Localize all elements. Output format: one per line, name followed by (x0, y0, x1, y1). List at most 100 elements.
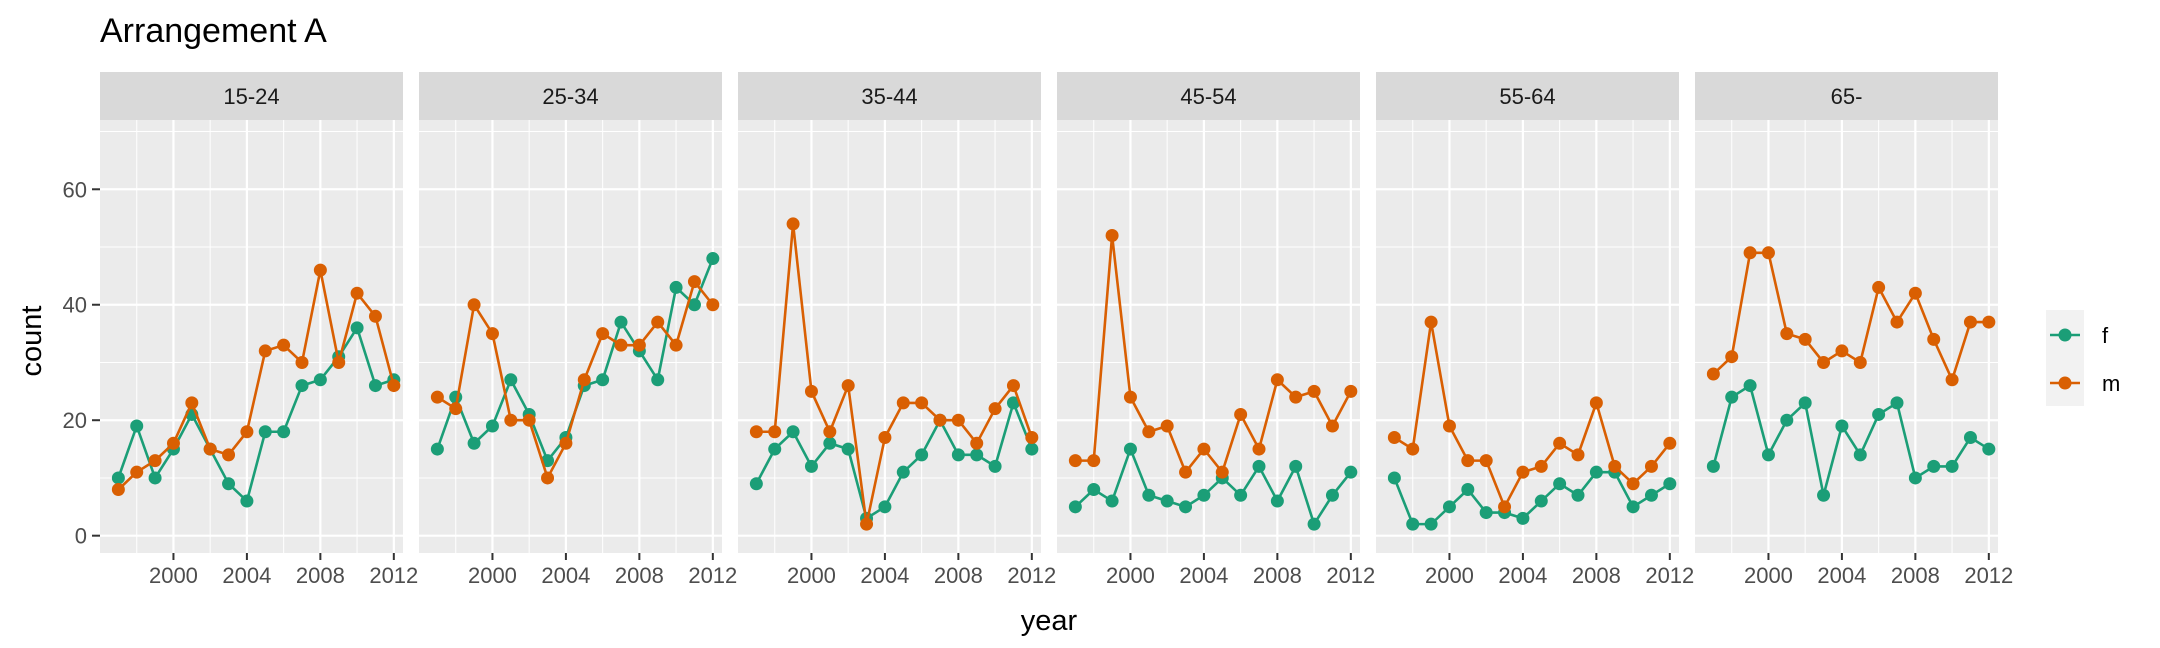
data-point-m (878, 431, 892, 445)
facet-strip-label: 55-64 (1499, 84, 1555, 109)
series-line-m (117, 269, 396, 491)
data-point-m (706, 298, 720, 312)
data-point-m (1743, 246, 1757, 260)
series-line-f (1074, 445, 1352, 528)
data-point-f (467, 436, 481, 450)
facet-panel-25-34: 25-34 2000 2004 2008 2012 (419, 72, 737, 588)
data-point-f (1982, 442, 1996, 456)
data-point-m (988, 402, 1002, 416)
data-point-f (1534, 494, 1548, 508)
data-point-m (804, 384, 818, 398)
facet-strip-label: 15-24 (223, 84, 279, 109)
facet-panel-55-64: 55-64 2000 2004 2008 2012 (1376, 72, 1694, 588)
data-point-f (1289, 459, 1303, 473)
data-point-m (1105, 228, 1119, 242)
facet-panel-45-54: 45-54 2000 2004 2008 2012 (1057, 72, 1375, 588)
facet-strip (1057, 72, 1360, 120)
data-point-m (1424, 315, 1438, 329)
data-point-f (614, 315, 628, 329)
series-line-f (1393, 470, 1671, 526)
data-point-f (1945, 459, 1959, 473)
x-tick-label: 2000 (149, 563, 198, 588)
data-point-m (1853, 355, 1867, 369)
data-point-m (1644, 459, 1658, 473)
data-point-f (970, 448, 984, 462)
panel-background (738, 120, 1041, 553)
data-point-f (111, 471, 125, 485)
data-point-m (1780, 327, 1794, 341)
data-point-f (1234, 488, 1248, 502)
data-point-f (1424, 517, 1438, 531)
y-axis-title: count (16, 306, 48, 377)
data-point-f (1725, 390, 1739, 404)
data-point-m (1761, 246, 1775, 260)
data-point-m (1963, 315, 1977, 329)
data-point-m (1516, 465, 1530, 479)
data-point-f (1571, 488, 1585, 502)
data-point-f (1068, 500, 1082, 514)
data-point-f (1872, 407, 1886, 421)
data-point-f (1798, 396, 1812, 410)
data-point-m (467, 298, 481, 312)
data-point-f (1325, 488, 1339, 502)
data-point-m (541, 471, 555, 485)
data-point-m (841, 379, 855, 393)
facet-strip (738, 72, 1041, 120)
data-point-f (1927, 459, 1941, 473)
data-point-f (1743, 379, 1757, 393)
data-point-f (841, 442, 855, 456)
data-point-f (706, 252, 720, 266)
data-point-m (166, 436, 180, 450)
series-line-m (1393, 321, 1671, 510)
data-point-f (1406, 517, 1420, 531)
x-tick-label: 2012 (688, 563, 737, 588)
x-tick-label: 2004 (1179, 563, 1228, 588)
data-point-m (614, 338, 628, 352)
x-tick-label: 2012 (1007, 563, 1056, 588)
data-point-m (430, 390, 444, 404)
legend-key-background (2046, 310, 2084, 406)
data-point-f (915, 448, 929, 462)
data-point-f (1626, 500, 1640, 514)
data-point-m (130, 465, 144, 479)
data-point-m (1197, 442, 1211, 456)
y-tick-label: 0 (75, 524, 87, 549)
data-point-m (504, 413, 518, 427)
data-point-f (749, 477, 763, 491)
data-point-m (1626, 477, 1640, 491)
data-point-m (933, 413, 947, 427)
data-point-f (258, 425, 272, 439)
series-line-m (1075, 235, 1352, 475)
data-point-m (387, 379, 401, 393)
data-point-m (1498, 500, 1512, 514)
facet-strip-label: 65- (1831, 84, 1863, 109)
facet-strip (1376, 72, 1679, 120)
data-point-m (148, 454, 162, 468)
x-tick-label: 2012 (1326, 563, 1375, 588)
data-point-m (1087, 454, 1101, 468)
data-point-m (1289, 390, 1303, 404)
data-point-m (669, 338, 683, 352)
data-point-f (768, 442, 782, 456)
y-tick-label: 60 (63, 177, 87, 202)
data-point-m (1872, 280, 1886, 294)
data-point-f (1663, 477, 1677, 491)
data-point-m (240, 425, 254, 439)
data-point-m (596, 327, 610, 341)
data-point-m (1571, 448, 1585, 462)
data-point-f (222, 477, 236, 491)
data-point-f (1516, 511, 1530, 525)
data-point-m (1160, 419, 1174, 433)
data-point-f (1105, 494, 1119, 508)
data-point-f (951, 448, 965, 462)
data-point-m (368, 309, 382, 323)
facet-strip-label: 45-54 (1180, 84, 1236, 109)
series-line-f (1712, 383, 1990, 496)
data-point-m (1006, 379, 1020, 393)
facet-strip-label: 25-34 (542, 84, 598, 109)
data-point-m (1945, 373, 1959, 387)
x-tick-label: 2008 (1253, 563, 1302, 588)
data-point-m (1270, 373, 1284, 387)
data-point-f (1553, 477, 1567, 491)
data-point-m (295, 355, 309, 369)
